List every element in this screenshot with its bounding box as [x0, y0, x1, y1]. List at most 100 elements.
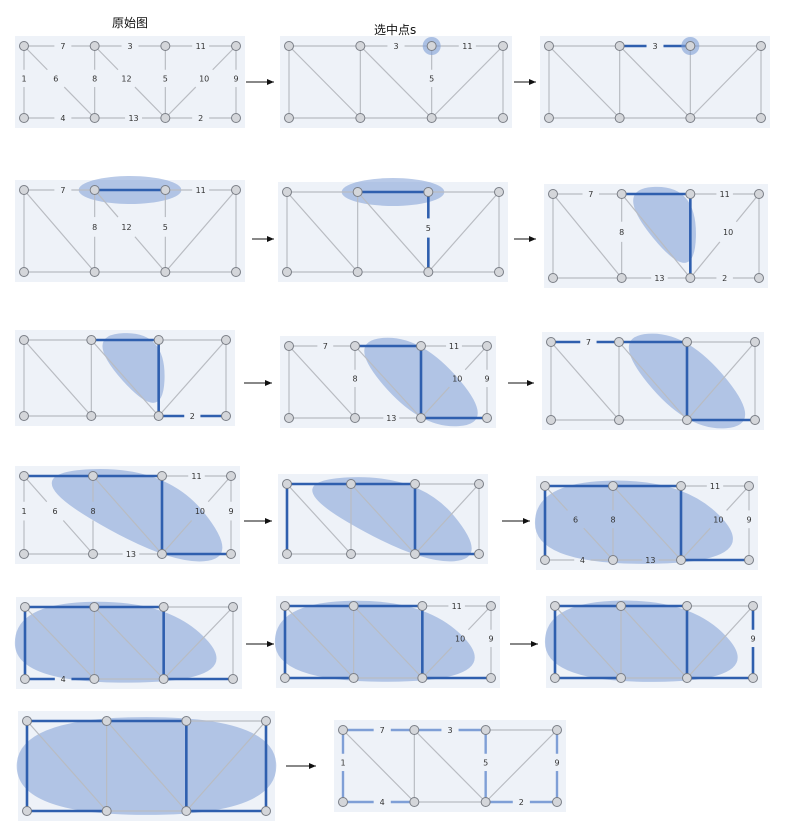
graph-node-B2	[160, 113, 171, 123]
graph-node-A1	[89, 41, 100, 51]
selected-region	[102, 333, 165, 403]
graph-node-A0	[19, 185, 29, 195]
graph-node-B2	[410, 549, 420, 559]
graph-node-B3	[482, 413, 492, 423]
edge-weight-label: 7	[586, 338, 591, 347]
step-panel-14: 11 10 9	[274, 596, 500, 688]
graph-node-B1	[89, 674, 100, 684]
graph-node-B1	[616, 673, 626, 683]
graph-node-B3	[261, 806, 271, 816]
graph-node-B0	[282, 267, 292, 277]
edge-A3-B2	[420, 386, 450, 419]
graph-node-B1	[352, 267, 363, 277]
graph-node-B2	[676, 555, 686, 565]
edge-A3-B2	[163, 606, 234, 680]
graph-node-B0	[338, 797, 348, 807]
graph-node-B3	[498, 113, 508, 123]
edge-A0-B1	[23, 45, 48, 71]
graph-node-B2	[416, 413, 426, 423]
edge-weight-label: 3	[447, 726, 452, 735]
graph-node-A1	[616, 189, 627, 199]
graph-node-B3	[221, 411, 231, 421]
edge-A3-B2	[207, 475, 232, 503]
graph-node-B3	[231, 113, 241, 123]
edge-weight-label: 7	[323, 342, 328, 351]
edge-weight-label: 8	[90, 507, 95, 516]
graph-node-A0	[546, 337, 556, 347]
edge-A3-B2	[414, 483, 480, 555]
graph-node-A1	[614, 41, 625, 51]
graph-node-A2	[157, 471, 167, 481]
edge-A1-B2	[612, 485, 682, 561]
edge-A3-B2	[686, 341, 756, 421]
graph-node-B0	[19, 267, 29, 277]
graph-node-A1	[350, 341, 360, 351]
graph-node-B2	[157, 549, 167, 559]
graph-node-A1	[346, 479, 356, 489]
step-panel-8: 7 11 8 10 9 13	[280, 336, 496, 428]
edge-weight-label: 2	[519, 798, 524, 807]
edge-weight-label: 13	[386, 414, 396, 423]
graph-node-B0	[544, 113, 554, 123]
edge-weight-label: 13	[126, 550, 136, 559]
edge-A0-B1	[23, 339, 92, 417]
graph-node-B1	[409, 797, 420, 807]
graph-node-A1	[409, 725, 420, 735]
graph-node-B0	[19, 411, 29, 421]
step-panel-16	[16, 711, 277, 821]
edge-weight-label: 9	[233, 74, 238, 83]
graph-node-B3	[226, 549, 236, 559]
edge-A3-B2	[158, 339, 227, 417]
graph-node-A1	[89, 185, 100, 195]
graph-node-B1	[355, 113, 366, 123]
edge-weight-label: 4	[580, 556, 585, 565]
edge-A1-B2	[619, 45, 691, 119]
edge-A0-B1	[23, 475, 48, 503]
edge-weight-label: 3	[393, 42, 398, 51]
edge-weight-label: 3	[127, 42, 132, 51]
graph-node-B3	[756, 113, 766, 123]
edge-A1-B2	[94, 45, 119, 71]
edge-weight-label: 11	[191, 472, 201, 481]
graph-node-A2	[160, 41, 171, 51]
graph-node-B2	[158, 674, 169, 684]
graph-node-A0	[544, 41, 554, 51]
graph-node-A2	[682, 601, 692, 611]
edge-A1-B2	[350, 483, 416, 555]
graph-node-B3	[748, 673, 758, 683]
edge-weight-label: 7	[60, 42, 65, 51]
edge-weight-label: 10	[452, 374, 462, 383]
edge-A1-B2	[93, 606, 165, 680]
edge-weight-label: 11	[196, 186, 206, 195]
edge-weight-label: 8	[92, 223, 97, 232]
graph-node-B3	[754, 273, 764, 283]
graph-node-B2	[426, 113, 437, 123]
step-panel-7: 2	[15, 330, 235, 426]
graph-node-A2	[423, 187, 434, 197]
graph-node-B3	[474, 549, 484, 559]
edge-weight-label: 10	[713, 515, 723, 524]
edge-weight-label: 11	[720, 190, 730, 199]
edge-weight-label: 5	[429, 74, 434, 83]
edge-weight-label: 10	[455, 634, 465, 643]
edge-weight-label: 8	[92, 74, 97, 83]
graph-node-A0	[282, 187, 292, 197]
graph-node-B2	[423, 267, 434, 277]
graph-node-A2	[417, 601, 428, 611]
graph-node-A2	[676, 481, 686, 491]
edge-weight-label: 5	[163, 74, 168, 83]
selected-region	[534, 480, 733, 564]
graph-node-A2	[426, 41, 437, 51]
graph-node-B1	[86, 411, 97, 421]
graph-node-A2	[160, 185, 171, 195]
graph-node-B0	[22, 806, 32, 816]
graph-node-A2	[685, 41, 696, 51]
graph-node-B1	[348, 673, 359, 683]
edge-A1-B2	[620, 605, 688, 679]
graph-node-A3	[552, 725, 562, 735]
selected-region	[14, 601, 217, 683]
graph-node-B2	[480, 797, 491, 807]
graph-node-A1	[101, 716, 112, 726]
edge-weight-label: 11	[452, 602, 462, 611]
